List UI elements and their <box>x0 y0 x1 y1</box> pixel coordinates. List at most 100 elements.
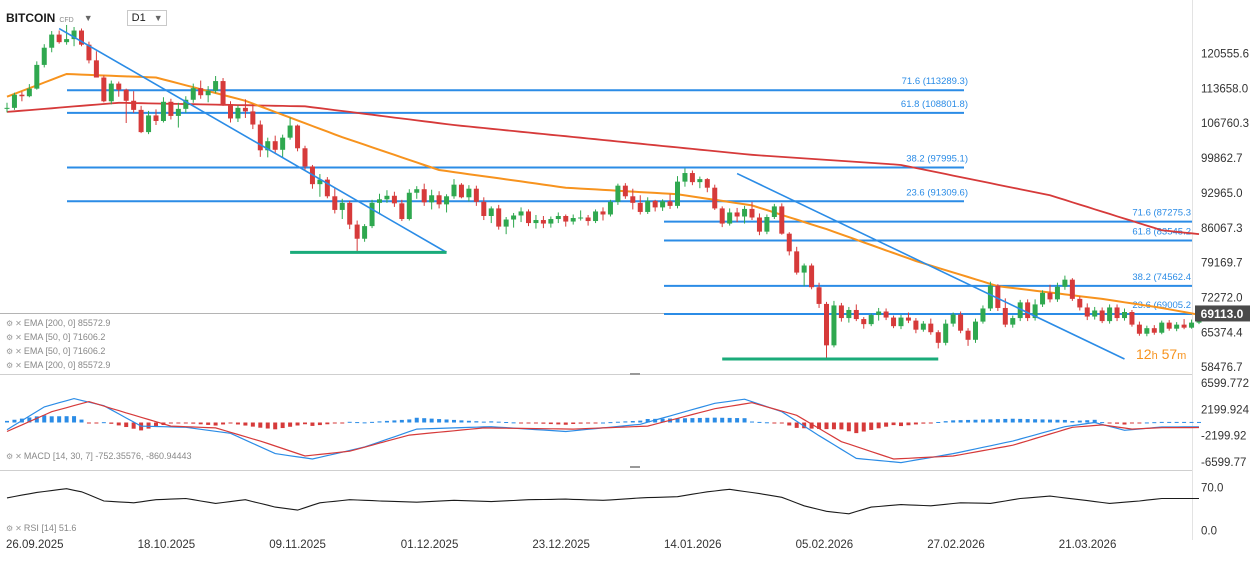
candle-body <box>1062 279 1068 287</box>
symbol-name[interactable]: BITCOIN <box>6 11 56 25</box>
macd-histogram-bar <box>429 418 434 423</box>
candle <box>1054 282 1060 302</box>
candle-body <box>533 220 539 224</box>
candle-body <box>1017 302 1023 319</box>
price-tick-label: 99862.7 <box>1201 153 1243 165</box>
settings-icon[interactable]: ⚙ <box>6 524 14 533</box>
settings-icon[interactable]: ⚙ <box>6 452 14 461</box>
candle <box>160 97 166 123</box>
candle-body <box>280 137 286 150</box>
candle-body <box>377 199 382 203</box>
settings-icon[interactable]: ⚙ <box>6 333 14 342</box>
candle-body <box>563 215 569 222</box>
candle-body <box>175 108 181 116</box>
macd-histogram-bar <box>615 421 620 423</box>
indicator-legend-ema50-b[interactable]: ⚙ ✕ EMA [50, 0] 71606.2 <box>6 346 106 356</box>
candle-body <box>451 184 457 197</box>
trendlines <box>58 27 1125 361</box>
indicator-legend-ema200-a[interactable]: ⚙ ✕ EMA [200, 0] 85572.9 <box>6 318 111 328</box>
macd-histogram-bar <box>608 422 613 424</box>
macd-histogram-bar <box>228 422 233 424</box>
close-icon[interactable]: ✕ <box>15 452 22 461</box>
macd-histogram-bar <box>779 422 784 424</box>
candle <box>213 76 219 94</box>
symbol-dropdown-icon[interactable]: ▼ <box>83 13 93 23</box>
candle-body <box>667 201 673 206</box>
candle <box>950 312 956 327</box>
macd-histogram-bar <box>1077 420 1082 423</box>
candle <box>831 300 837 348</box>
settings-icon[interactable]: ⚙ <box>6 347 14 356</box>
candle-body <box>138 109 144 133</box>
timeframe-select[interactable]: D1 ▼ <box>126 10 167 26</box>
candle-body <box>987 285 993 309</box>
candle-body <box>973 321 978 340</box>
macd-histogram-bar <box>303 422 307 425</box>
close-icon[interactable]: ✕ <box>15 361 22 370</box>
candle-body <box>481 201 487 216</box>
candle <box>190 83 196 103</box>
macd-histogram-bar <box>831 422 836 430</box>
candle <box>138 105 144 134</box>
candle <box>309 164 315 189</box>
indicator-legend-ema50-a[interactable]: ⚙ ✕ EMA [50, 0] 71606.2 <box>6 332 106 342</box>
candle <box>973 318 978 343</box>
candle <box>11 92 17 110</box>
candle-body <box>704 179 710 188</box>
macd-histogram-bar <box>422 418 427 423</box>
candle-body <box>1069 279 1075 299</box>
candle-body <box>891 317 897 327</box>
candle-body <box>295 125 301 149</box>
macd-histogram-bar <box>742 418 747 423</box>
macd-histogram-bar <box>891 422 896 426</box>
candle-body <box>242 107 248 112</box>
macd-histogram-bar <box>869 422 874 430</box>
candle-body <box>324 179 330 197</box>
date-tick-label: 01.12.2025 <box>401 539 459 551</box>
candle <box>526 209 531 227</box>
settings-icon[interactable]: ⚙ <box>6 319 14 328</box>
settings-icon[interactable]: ⚙ <box>6 361 14 370</box>
macd-histogram-bar <box>720 417 725 423</box>
macd-histogram-bar <box>332 422 337 424</box>
macd-histogram-bar <box>1122 422 1127 425</box>
candle <box>496 204 502 230</box>
candle <box>630 188 636 210</box>
macd-histogram-bar <box>1174 421 1179 423</box>
close-icon[interactable]: ✕ <box>15 524 22 533</box>
candle-body <box>1129 312 1135 325</box>
price-tick-label: 58476.7 <box>1201 362 1243 374</box>
candle-body <box>794 251 800 273</box>
candle-body <box>198 88 204 96</box>
macd-histogram-bar <box>1033 419 1038 423</box>
indicator-legend-ema200-b[interactable]: ⚙ ✕ EMA [200, 0] 85572.9 <box>6 360 111 370</box>
macd-histogram-bar <box>913 422 918 425</box>
macd-histogram-bar <box>340 422 345 424</box>
candle <box>622 183 628 199</box>
macd-histogram-bar <box>444 419 449 423</box>
candle <box>1122 308 1127 321</box>
candle-body <box>160 101 166 121</box>
close-icon[interactable]: ✕ <box>15 333 22 342</box>
candle <box>764 214 770 235</box>
candle <box>1025 299 1031 322</box>
macd-histogram-bar <box>1159 421 1164 423</box>
candle <box>570 214 576 225</box>
macd-histogram-bar <box>839 422 844 430</box>
candle-body <box>555 215 561 220</box>
candle <box>272 135 278 154</box>
macd-histogram-bar <box>1144 422 1149 424</box>
rsi-legend[interactable]: ⚙ ✕ RSI [14] 51.6 <box>6 523 77 533</box>
candle-body <box>876 311 882 316</box>
close-icon[interactable]: ✕ <box>15 347 22 356</box>
macd-histogram-bar <box>951 420 956 423</box>
close-icon[interactable]: ✕ <box>15 319 22 328</box>
macd-histogram-bar <box>943 421 948 423</box>
macd-legend[interactable]: ⚙ ✕ MACD [14, 30, 7] -752.35576, -860.9444… <box>6 451 192 461</box>
candle-body <box>41 47 47 65</box>
macd-histogram-bar <box>407 419 412 423</box>
macd-histogram-bar <box>79 419 84 423</box>
candle-body <box>548 219 554 224</box>
macd-histogram-bar <box>794 422 799 428</box>
